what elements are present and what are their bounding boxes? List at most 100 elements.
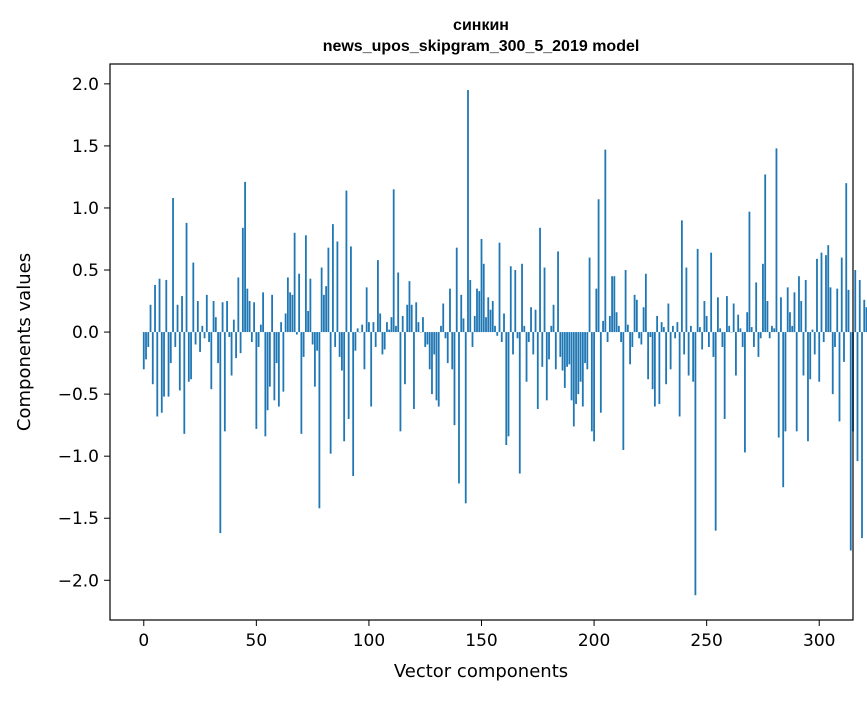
bar-310 [841, 258, 843, 332]
bar-73 [307, 311, 309, 332]
bar-290 [796, 332, 798, 431]
bar-145 [469, 280, 471, 332]
bar-161 [505, 332, 507, 445]
bar-221 [640, 332, 642, 344]
bar-295 [807, 332, 809, 441]
bar-254 [715, 332, 717, 531]
bar-133 [442, 304, 444, 333]
x-tick-label: 300 [803, 631, 835, 651]
bar-237 [676, 322, 678, 332]
bar-49 [253, 302, 255, 332]
bar-169 [523, 326, 525, 332]
bar-300 [818, 332, 820, 382]
y-axis-label: Components values [14, 253, 35, 431]
bar-60 [278, 332, 280, 406]
bar-154 [490, 310, 492, 332]
y-tick-label: 0.5 [72, 261, 99, 281]
bar-45 [244, 182, 246, 332]
bar-180 [548, 332, 550, 359]
bar-150 [481, 239, 483, 332]
bar-162 [508, 332, 510, 436]
bar-33 [217, 332, 219, 363]
bar-120 [413, 332, 415, 409]
bar-20 [188, 332, 190, 382]
bar-313 [848, 290, 850, 332]
bar-93 [352, 332, 354, 476]
bar-197 [586, 332, 588, 369]
bar-263 [735, 332, 737, 375]
bar-67 [294, 233, 296, 332]
bar-39 [231, 332, 233, 375]
bar-231 [663, 327, 665, 332]
bar-130 [436, 332, 438, 400]
bar-30 [210, 332, 212, 389]
bar-70 [300, 332, 302, 434]
bar-87 [339, 332, 341, 357]
bar-42 [237, 277, 239, 332]
bar-172 [530, 307, 532, 332]
bar-14 [174, 332, 176, 347]
bar-284 [782, 332, 784, 487]
bar-72 [305, 235, 307, 332]
bar-59 [276, 332, 278, 363]
bar-168 [521, 264, 523, 332]
bar-69 [298, 274, 300, 332]
bar-224 [647, 332, 649, 379]
bar-65 [289, 292, 291, 332]
bar-306 [832, 332, 834, 394]
bar-241 [685, 268, 687, 333]
bar-166 [517, 332, 519, 338]
bar-91 [348, 332, 350, 419]
bar-232 [665, 332, 667, 384]
bar-227 [654, 332, 656, 406]
bar-251 [708, 332, 710, 347]
bar-240 [683, 332, 685, 354]
bar-314 [850, 332, 852, 550]
x-tick-label: 250 [690, 631, 722, 651]
bar-31 [213, 301, 215, 332]
bar-105 [379, 313, 381, 332]
bar-170 [526, 332, 528, 382]
bar-38 [228, 332, 230, 337]
bar-36 [224, 332, 226, 431]
bar-191 [573, 332, 575, 426]
bar-201 [595, 289, 597, 332]
bar-287 [789, 312, 791, 332]
x-tick-label: 100 [353, 631, 385, 651]
bar-79 [321, 268, 323, 333]
bar-242 [688, 332, 690, 375]
bar-286 [787, 287, 789, 332]
bar-209 [613, 276, 615, 332]
bar-121 [415, 302, 417, 332]
bar-312 [845, 183, 847, 332]
bar-229 [658, 332, 660, 404]
bar-28 [206, 295, 208, 332]
bar-205 [604, 150, 606, 332]
bar-50 [255, 332, 257, 429]
bar-214 [625, 270, 627, 332]
bar-129 [433, 332, 435, 354]
bar-117 [406, 305, 408, 332]
bar-234 [670, 332, 672, 369]
bar-40 [233, 320, 235, 332]
bar-296 [809, 332, 811, 379]
bar-90 [346, 191, 348, 332]
bar-213 [622, 332, 624, 450]
bar-11 [168, 332, 170, 397]
bar-19 [186, 223, 188, 332]
bar-106 [382, 332, 384, 354]
bar-68 [296, 332, 298, 334]
bar-173 [532, 332, 534, 354]
bar-305 [830, 287, 832, 332]
bar-156 [494, 326, 496, 332]
bar-257 [722, 332, 724, 347]
bar-181 [550, 326, 552, 332]
bar-77 [316, 332, 318, 351]
bar-292 [800, 301, 802, 332]
bar-293 [803, 332, 805, 375]
bar-289 [794, 292, 796, 332]
bar-113 [397, 273, 399, 333]
bar-46 [246, 289, 248, 332]
bar-193 [577, 332, 579, 394]
